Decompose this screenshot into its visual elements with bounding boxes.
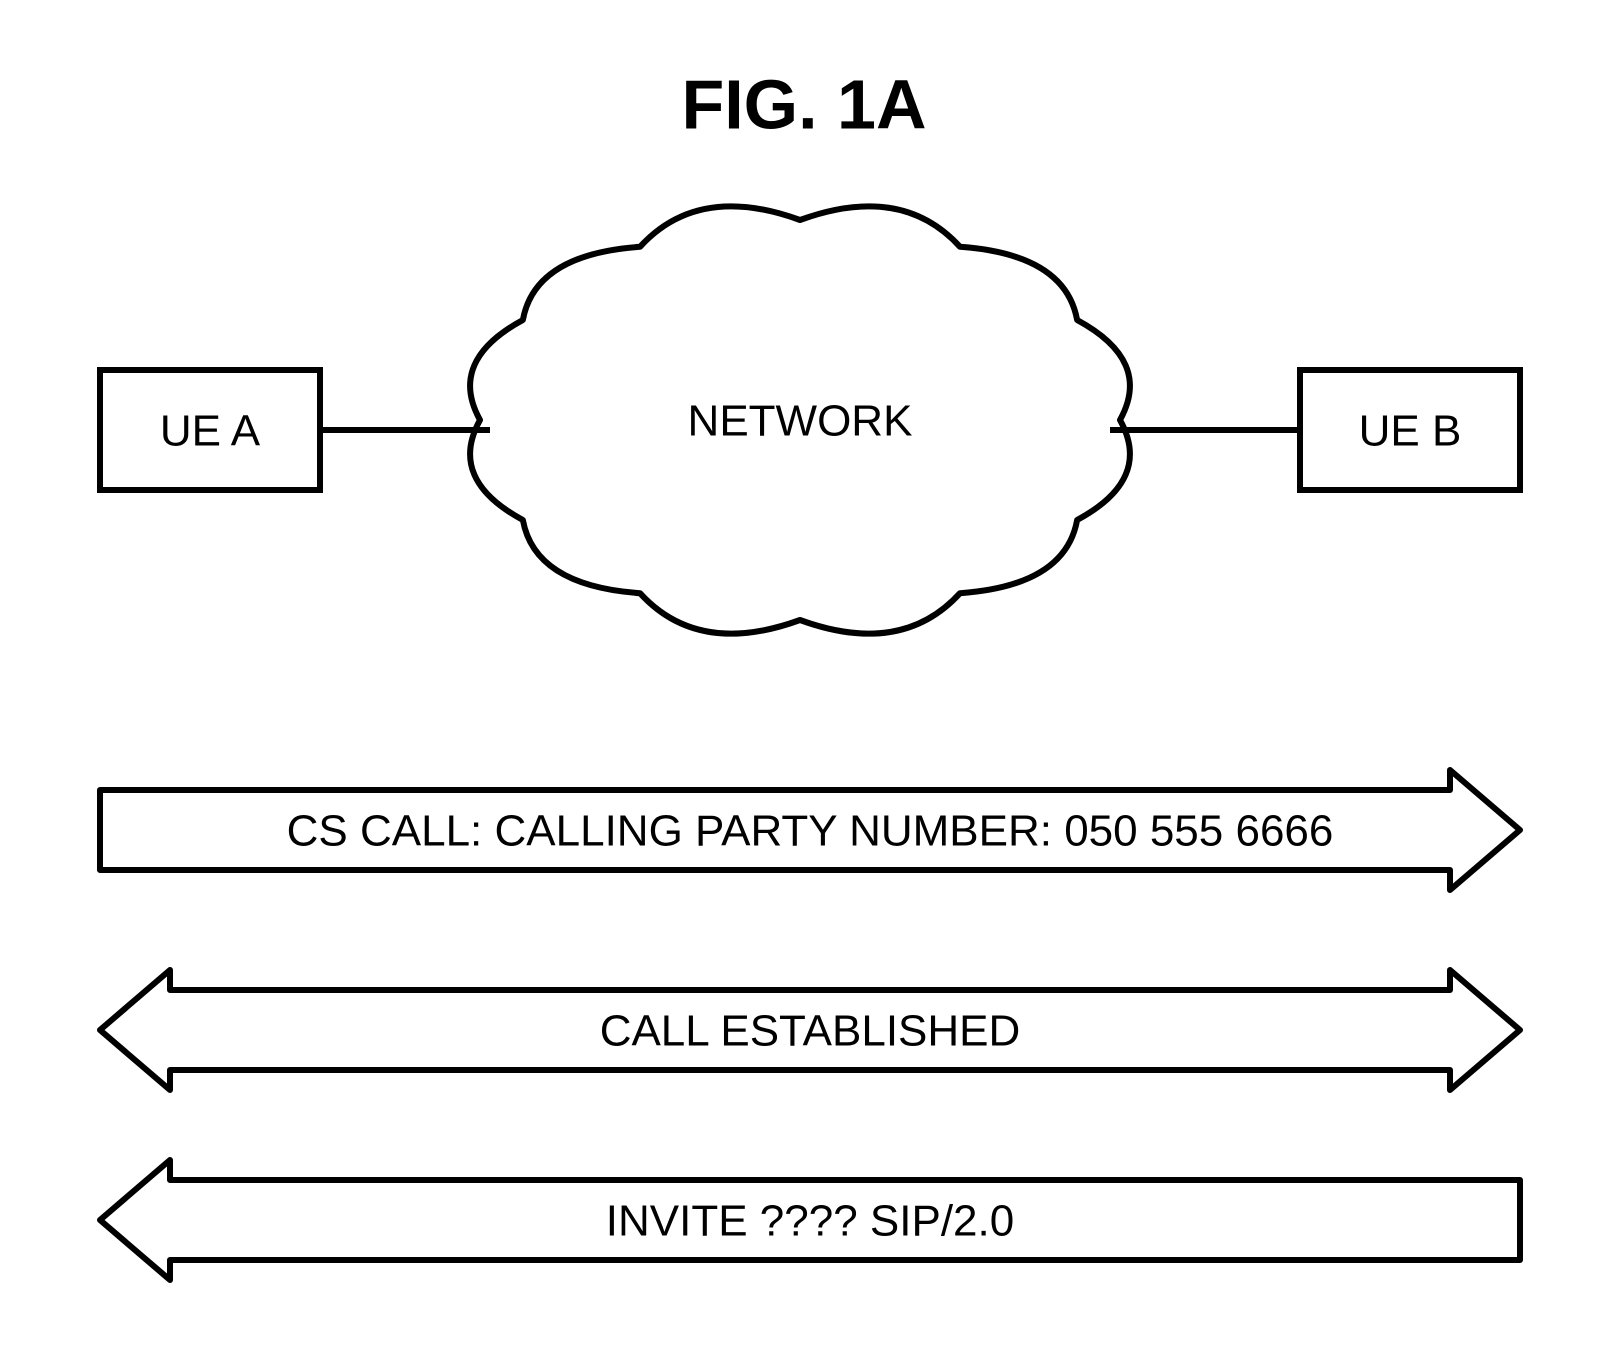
message-arrow-0-label: CS CALL: CALLING PARTY NUMBER: 050 555 6… bbox=[287, 807, 1334, 856]
node-ue-a-label: UE A bbox=[160, 407, 261, 456]
message-arrow-1-label: CALL ESTABLISHED bbox=[600, 1007, 1021, 1056]
figure-title: FIG. 1A bbox=[681, 65, 926, 143]
node-network-label: NETWORK bbox=[688, 397, 913, 446]
message-arrow-2-label: INVITE ???? SIP/2.0 bbox=[606, 1197, 1014, 1246]
node-ue-b-label: UE B bbox=[1359, 407, 1462, 456]
